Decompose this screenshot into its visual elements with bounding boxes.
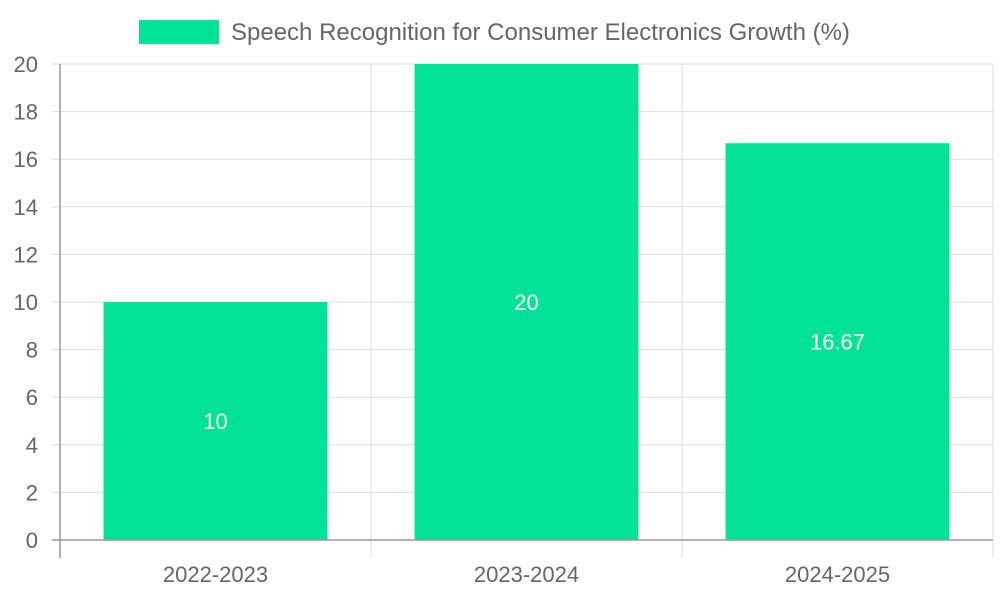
y-tick-label: 12	[14, 242, 38, 267]
bar-2023-2024[interactable]	[414, 64, 639, 540]
y-tick-label: 6	[26, 385, 38, 410]
bar-value-label: 10	[203, 409, 227, 434]
y-tick-label: 2	[26, 480, 38, 505]
bar-labels: 10 20 16.67	[203, 290, 865, 434]
y-tick-label: 0	[26, 528, 38, 553]
x-axis-ticks: 2022-2023 2023-2024 2024-2025	[163, 562, 890, 587]
x-tick-label: 2024-2025	[785, 562, 890, 587]
bar-value-label: 16.67	[810, 330, 865, 355]
legend-label: Speech Recognition for Consumer Electron…	[231, 19, 850, 46]
legend[interactable]: Speech Recognition for Consumer Electron…	[139, 19, 850, 46]
y-tick-label: 8	[26, 338, 38, 363]
bar-2022-2023[interactable]	[103, 302, 328, 540]
x-tick-label: 2022-2023	[163, 562, 268, 587]
y-tick-label: 20	[14, 52, 38, 77]
x-tick-label: 2023-2024	[474, 562, 579, 587]
y-tick-label: 16	[14, 147, 38, 172]
y-tick-label: 18	[14, 100, 38, 125]
y-tick-label: 4	[26, 433, 38, 458]
bar-value-label: 20	[514, 290, 538, 315]
bar-2024-2025[interactable]	[725, 143, 950, 540]
y-tick-label: 10	[14, 290, 38, 315]
bars	[103, 64, 950, 540]
y-axis-ticks: 0 2 4 6 8 10 12 14 16 18 20	[14, 52, 38, 553]
axes	[52, 64, 993, 558]
legend-swatch	[139, 20, 219, 44]
y-tick-label: 14	[14, 195, 38, 220]
